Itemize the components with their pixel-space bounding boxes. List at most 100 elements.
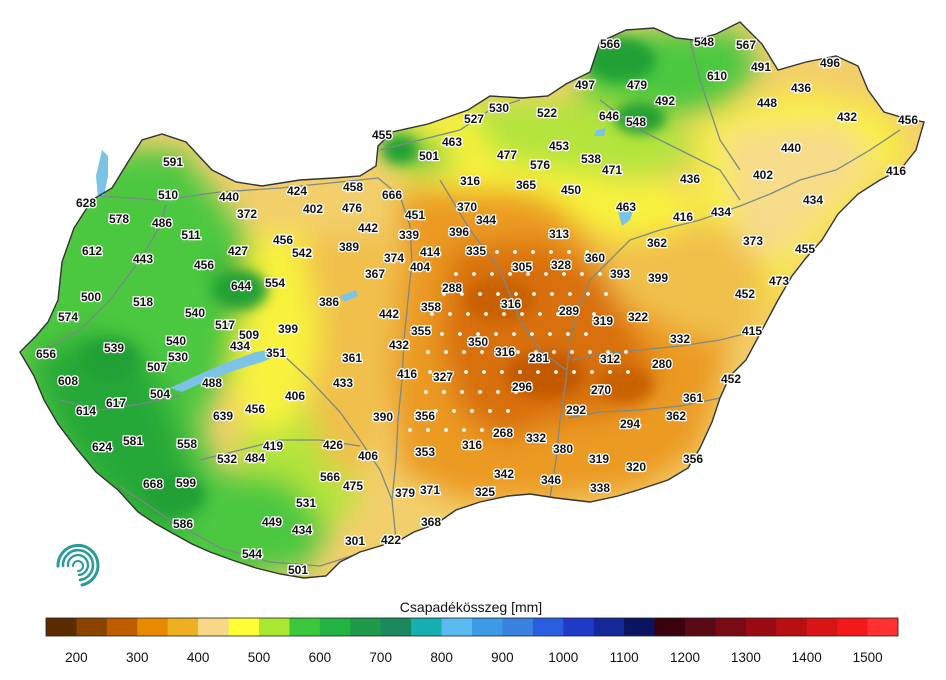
legend-tick-label: 1400 <box>792 650 822 665</box>
station-value-label: 612 <box>82 244 102 258</box>
lake-neusiedl <box>96 150 108 198</box>
legend-tick-label: 1200 <box>670 650 700 665</box>
station-value-label: 531 <box>296 496 316 510</box>
grid-dot <box>458 332 462 336</box>
station-value-label: 353 <box>415 445 435 459</box>
station-value-label: 335 <box>466 244 486 258</box>
station-value-label: 646 <box>599 109 619 123</box>
station-value-label: 599 <box>176 476 196 490</box>
grid-dot <box>462 428 466 432</box>
station-value-label: 361 <box>342 351 362 365</box>
legend-tick-label: 1100 <box>610 650 639 665</box>
grid-dot <box>472 272 476 276</box>
station-value-label: 617 <box>106 396 126 410</box>
station-value-label: 432 <box>837 110 857 124</box>
grid-dot <box>508 272 512 276</box>
grid-dot <box>566 332 570 336</box>
station-value-label: 440 <box>781 141 801 155</box>
station-value-label: 518 <box>133 295 153 309</box>
station-value-label: 294 <box>620 417 640 431</box>
country-border <box>19 21 925 579</box>
grid-dot <box>490 272 494 276</box>
legend-color-swatch <box>441 618 473 636</box>
station-value-label: 497 <box>575 78 595 92</box>
grid-dot <box>536 370 540 374</box>
legend-color-swatch <box>685 618 716 636</box>
station-value-label: 566 <box>320 470 340 484</box>
grid-dot <box>502 312 506 316</box>
legend-tick-label: 400 <box>187 650 210 665</box>
logo-arc-3 <box>66 553 90 577</box>
legend-color-swatch <box>776 618 808 636</box>
grid-dot <box>462 350 466 354</box>
grid-dot <box>422 332 426 336</box>
grid-dot <box>532 292 536 296</box>
station-value-label: 427 <box>228 244 248 258</box>
station-value-label: 406 <box>358 449 378 463</box>
legend-tick-label: 700 <box>369 650 392 665</box>
station-value-label: 360 <box>585 251 605 265</box>
station-value-label: 362 <box>666 409 686 423</box>
grid-dot <box>466 312 470 316</box>
station-value-label: 406 <box>285 389 305 403</box>
legend-tick-label: 900 <box>491 650 514 665</box>
legend-frame <box>45 617 899 637</box>
station-value-label: 542 <box>292 246 312 260</box>
station-value-label: 442 <box>358 221 378 235</box>
grid-dot <box>452 409 456 413</box>
station-value-label: 320 <box>626 460 646 474</box>
grid-dot <box>624 350 628 354</box>
station-value-label: 608 <box>58 374 78 388</box>
station-value-label: 371 <box>420 483 440 497</box>
spot-dark-green-1 <box>80 338 140 382</box>
region-tan-east <box>720 120 880 260</box>
station-value-label: 548 <box>694 35 714 49</box>
station-value-label: 268 <box>493 426 513 440</box>
legend-tick-label: 500 <box>248 650 271 665</box>
station-value-label: 507 <box>147 360 167 374</box>
station-value-label: 414 <box>420 245 440 259</box>
station-value-label: 656 <box>36 347 56 361</box>
legend-color-swatch <box>593 618 625 636</box>
reservoir-northeast <box>594 128 606 136</box>
station-value-label: 639 <box>213 409 233 423</box>
station-value-label: 522 <box>537 106 557 120</box>
station-value-label: 451 <box>405 208 425 222</box>
legend-color-swatch <box>76 618 108 636</box>
station-value-label: 316 <box>462 438 482 452</box>
station-value-label: 540 <box>166 334 186 348</box>
station-value-label: 312 <box>600 352 620 366</box>
grid-dot <box>408 428 412 432</box>
station-value-label: 270 <box>591 383 611 397</box>
station-value-label: 453 <box>549 139 569 153</box>
station-value-label: 504 <box>150 387 170 401</box>
station-value-label: 492 <box>655 94 675 108</box>
station-value-label: 346 <box>541 473 561 487</box>
station-value-label: 456 <box>245 402 265 416</box>
station-value-label: 365 <box>516 178 536 192</box>
grid-dot <box>424 390 428 394</box>
station-value-label: 370 <box>457 200 477 214</box>
grid-dot <box>476 332 480 336</box>
river-zagyva <box>439 179 567 371</box>
spot-dry-3 <box>597 367 653 403</box>
grid-dot <box>516 350 520 354</box>
station-value-label: 554 <box>265 276 285 290</box>
station-value-label: 296 <box>512 380 532 394</box>
grid-dot <box>460 292 464 296</box>
station-value-label: 416 <box>886 164 906 178</box>
station-value-label: 455 <box>795 242 815 256</box>
legend-color-swatch <box>654 618 686 636</box>
grid-dot <box>548 332 552 336</box>
legend-ticks: 200 300 400 500 600 700 800 900 1000 1100 1200 1300… <box>65 650 882 665</box>
station-value-label: 368 <box>421 515 441 529</box>
legend-color-swatch <box>319 618 351 636</box>
station-value-label: 379 <box>395 486 415 500</box>
station-value-label: 393 <box>610 267 630 281</box>
grid-dot <box>513 250 517 254</box>
legend-color-swatch <box>624 618 655 636</box>
grid-dot <box>460 390 464 394</box>
station-value-label: 424 <box>287 184 307 198</box>
